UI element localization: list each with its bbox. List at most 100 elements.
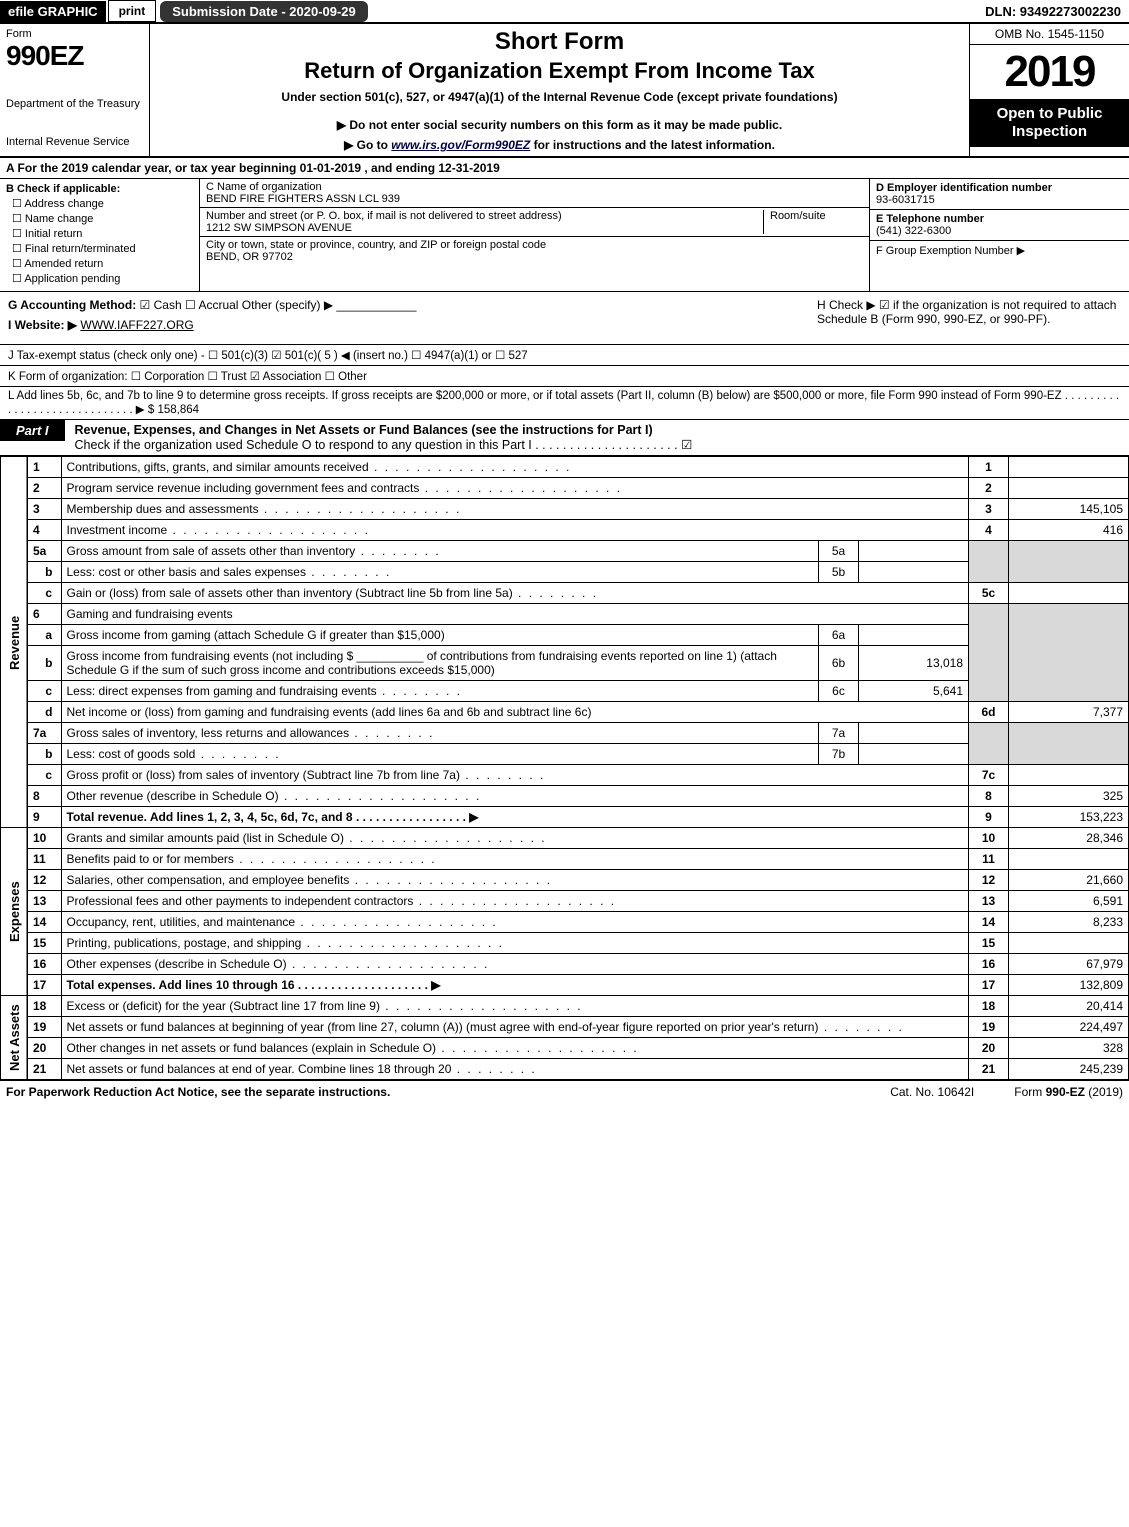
form-number: 990EZ [6, 40, 143, 72]
line21-val: 245,239 [1009, 1059, 1129, 1080]
goto-line: ▶ Go to www.irs.gov/Form990EZ for instru… [160, 138, 959, 152]
line16-desc: Other expenses (describe in Schedule O) [61, 954, 969, 975]
line5ab-shade-val [1009, 541, 1129, 583]
line5c-desc: Gain or (loss) from sale of assets other… [61, 583, 969, 604]
line10-num: 10 [27, 828, 61, 849]
g-label: G Accounting Method: [8, 298, 136, 312]
line3-val: 145,105 [1009, 499, 1129, 520]
chk-address-change[interactable]: Address change [12, 197, 193, 210]
line7a-num: 7a [27, 723, 61, 744]
line7a-ic: 7a [819, 723, 859, 744]
box-b-title: B Check if applicable: [6, 183, 120, 195]
part1-check-line: Check if the organization used Schedule … [75, 438, 693, 452]
part1-header: Part I Revenue, Expenses, and Changes in… [0, 420, 1129, 456]
addr-value: 1212 SW SIMPSON AVENUE [206, 222, 352, 234]
line16-num: 16 [27, 954, 61, 975]
line6-num: 6 [27, 604, 61, 625]
line6c-ic: 6c [819, 681, 859, 702]
g-accrual[interactable]: Accrual [185, 298, 238, 312]
chk-application-pending[interactable]: Application pending [12, 272, 193, 285]
line6-desc: Gaming and fundraising events [61, 604, 969, 625]
line13-col: 13 [969, 891, 1009, 912]
line17-val: 132,809 [1009, 975, 1129, 996]
efile-badge: efile GRAPHIC [0, 1, 106, 22]
line7b-iv [859, 744, 969, 765]
line7c-num: c [27, 765, 61, 786]
line19-col: 19 [969, 1017, 1009, 1038]
line13-val: 6,591 [1009, 891, 1129, 912]
line11-desc: Benefits paid to or for members [61, 849, 969, 870]
line6a-ic: 6a [819, 625, 859, 646]
line17-num: 17 [27, 975, 61, 996]
city-label: City or town, state or province, country… [206, 239, 546, 251]
line3-num: 3 [27, 499, 61, 520]
line6d-desc: Net income or (loss) from gaming and fun… [61, 702, 969, 723]
org-name-label: C Name of organization [206, 181, 322, 193]
goto-pre: ▶ Go to [344, 138, 391, 152]
submission-date-badge: Submission Date - 2020-09-29 [160, 1, 368, 22]
line20-num: 20 [27, 1038, 61, 1059]
line5c-val [1009, 583, 1129, 604]
line6d-col: 6d [969, 702, 1009, 723]
line6a-desc: Gross income from gaming (attach Schedul… [61, 625, 819, 646]
line6-shade [969, 604, 1009, 702]
line8-val: 325 [1009, 786, 1129, 807]
line8-col: 8 [969, 786, 1009, 807]
form-header: Form 990EZ Department of the Treasury In… [0, 24, 1129, 158]
chk-amended-return[interactable]: Amended return [12, 257, 193, 270]
goto-link[interactable]: www.irs.gov/Form990EZ [391, 138, 530, 152]
g-cash[interactable]: Cash [140, 298, 182, 312]
entity-block: B Check if applicable: Address change Na… [0, 179, 1129, 292]
room-suite-label: Room/suite [763, 210, 863, 234]
line9-col: 9 [969, 807, 1009, 828]
line7a-desc: Gross sales of inventory, less returns a… [61, 723, 819, 744]
line5b-desc: Less: cost or other basis and sales expe… [61, 562, 819, 583]
footer-cat-no: Cat. No. 10642I [890, 1085, 974, 1099]
footer-form-num: 990-EZ [1046, 1085, 1085, 1099]
line21-num: 21 [27, 1059, 61, 1080]
line17-desc-bold: Total expenses. Add lines 10 through 16 … [67, 978, 441, 992]
line5b-iv [859, 562, 969, 583]
line6d-num: d [27, 702, 61, 723]
open-to-public: Open to Public Inspection [970, 99, 1129, 147]
line-l: L Add lines 5b, 6c, and 7b to line 9 to … [0, 387, 1129, 420]
line9-desc-bold: Total revenue. Add lines 1, 2, 3, 4, 5c,… [67, 810, 479, 824]
chk-name-change[interactable]: Name change [12, 212, 193, 225]
line-k: K Form of organization: ☐ Corporation ☐ … [0, 366, 1129, 387]
h-side: H Check ▶ ☑ if the organization is not r… [809, 292, 1129, 344]
city-value: BEND, OR 97702 [206, 251, 293, 263]
g-other[interactable]: Other (specify) ▶ [242, 298, 333, 312]
website-link[interactable]: WWW.IAFF227.ORG [80, 318, 193, 332]
line14-num: 14 [27, 912, 61, 933]
line7a-iv [859, 723, 969, 744]
line17-desc: Total expenses. Add lines 10 through 16 … [61, 975, 969, 996]
department-label: Department of the Treasury [6, 98, 143, 110]
form-word: Form [6, 28, 143, 40]
line5c-num: c [27, 583, 61, 604]
header-center: Short Form Return of Organization Exempt… [150, 24, 969, 156]
line4-num: 4 [27, 520, 61, 541]
line2-col: 2 [969, 478, 1009, 499]
line10-col: 10 [969, 828, 1009, 849]
line4-desc: Investment income [61, 520, 969, 541]
chk-initial-return[interactable]: Initial return [12, 227, 193, 240]
print-button[interactable]: print [108, 0, 157, 22]
box-c: C Name of organization BEND FIRE FIGHTER… [200, 179, 869, 291]
addr-label: Number and street (or P. O. box, if mail… [206, 210, 562, 222]
line20-val: 328 [1009, 1038, 1129, 1059]
line2-desc: Program service revenue including govern… [61, 478, 969, 499]
expenses-side-label: Expenses [1, 828, 28, 996]
line12-num: 12 [27, 870, 61, 891]
line7b-desc: Less: cost of goods sold [61, 744, 819, 765]
line5a-desc: Gross amount from sale of assets other t… [61, 541, 819, 562]
line11-num: 11 [27, 849, 61, 870]
line19-num: 19 [27, 1017, 61, 1038]
part1-title: Revenue, Expenses, and Changes in Net As… [65, 420, 1129, 455]
line4-col: 4 [969, 520, 1009, 541]
line21-col: 21 [969, 1059, 1009, 1080]
box-b: B Check if applicable: Address change Na… [0, 179, 200, 291]
chk-final-return[interactable]: Final return/terminated [12, 242, 193, 255]
line14-desc: Occupancy, rent, utilities, and maintena… [61, 912, 969, 933]
line19-val: 224,497 [1009, 1017, 1129, 1038]
line5ab-shade [969, 541, 1009, 583]
